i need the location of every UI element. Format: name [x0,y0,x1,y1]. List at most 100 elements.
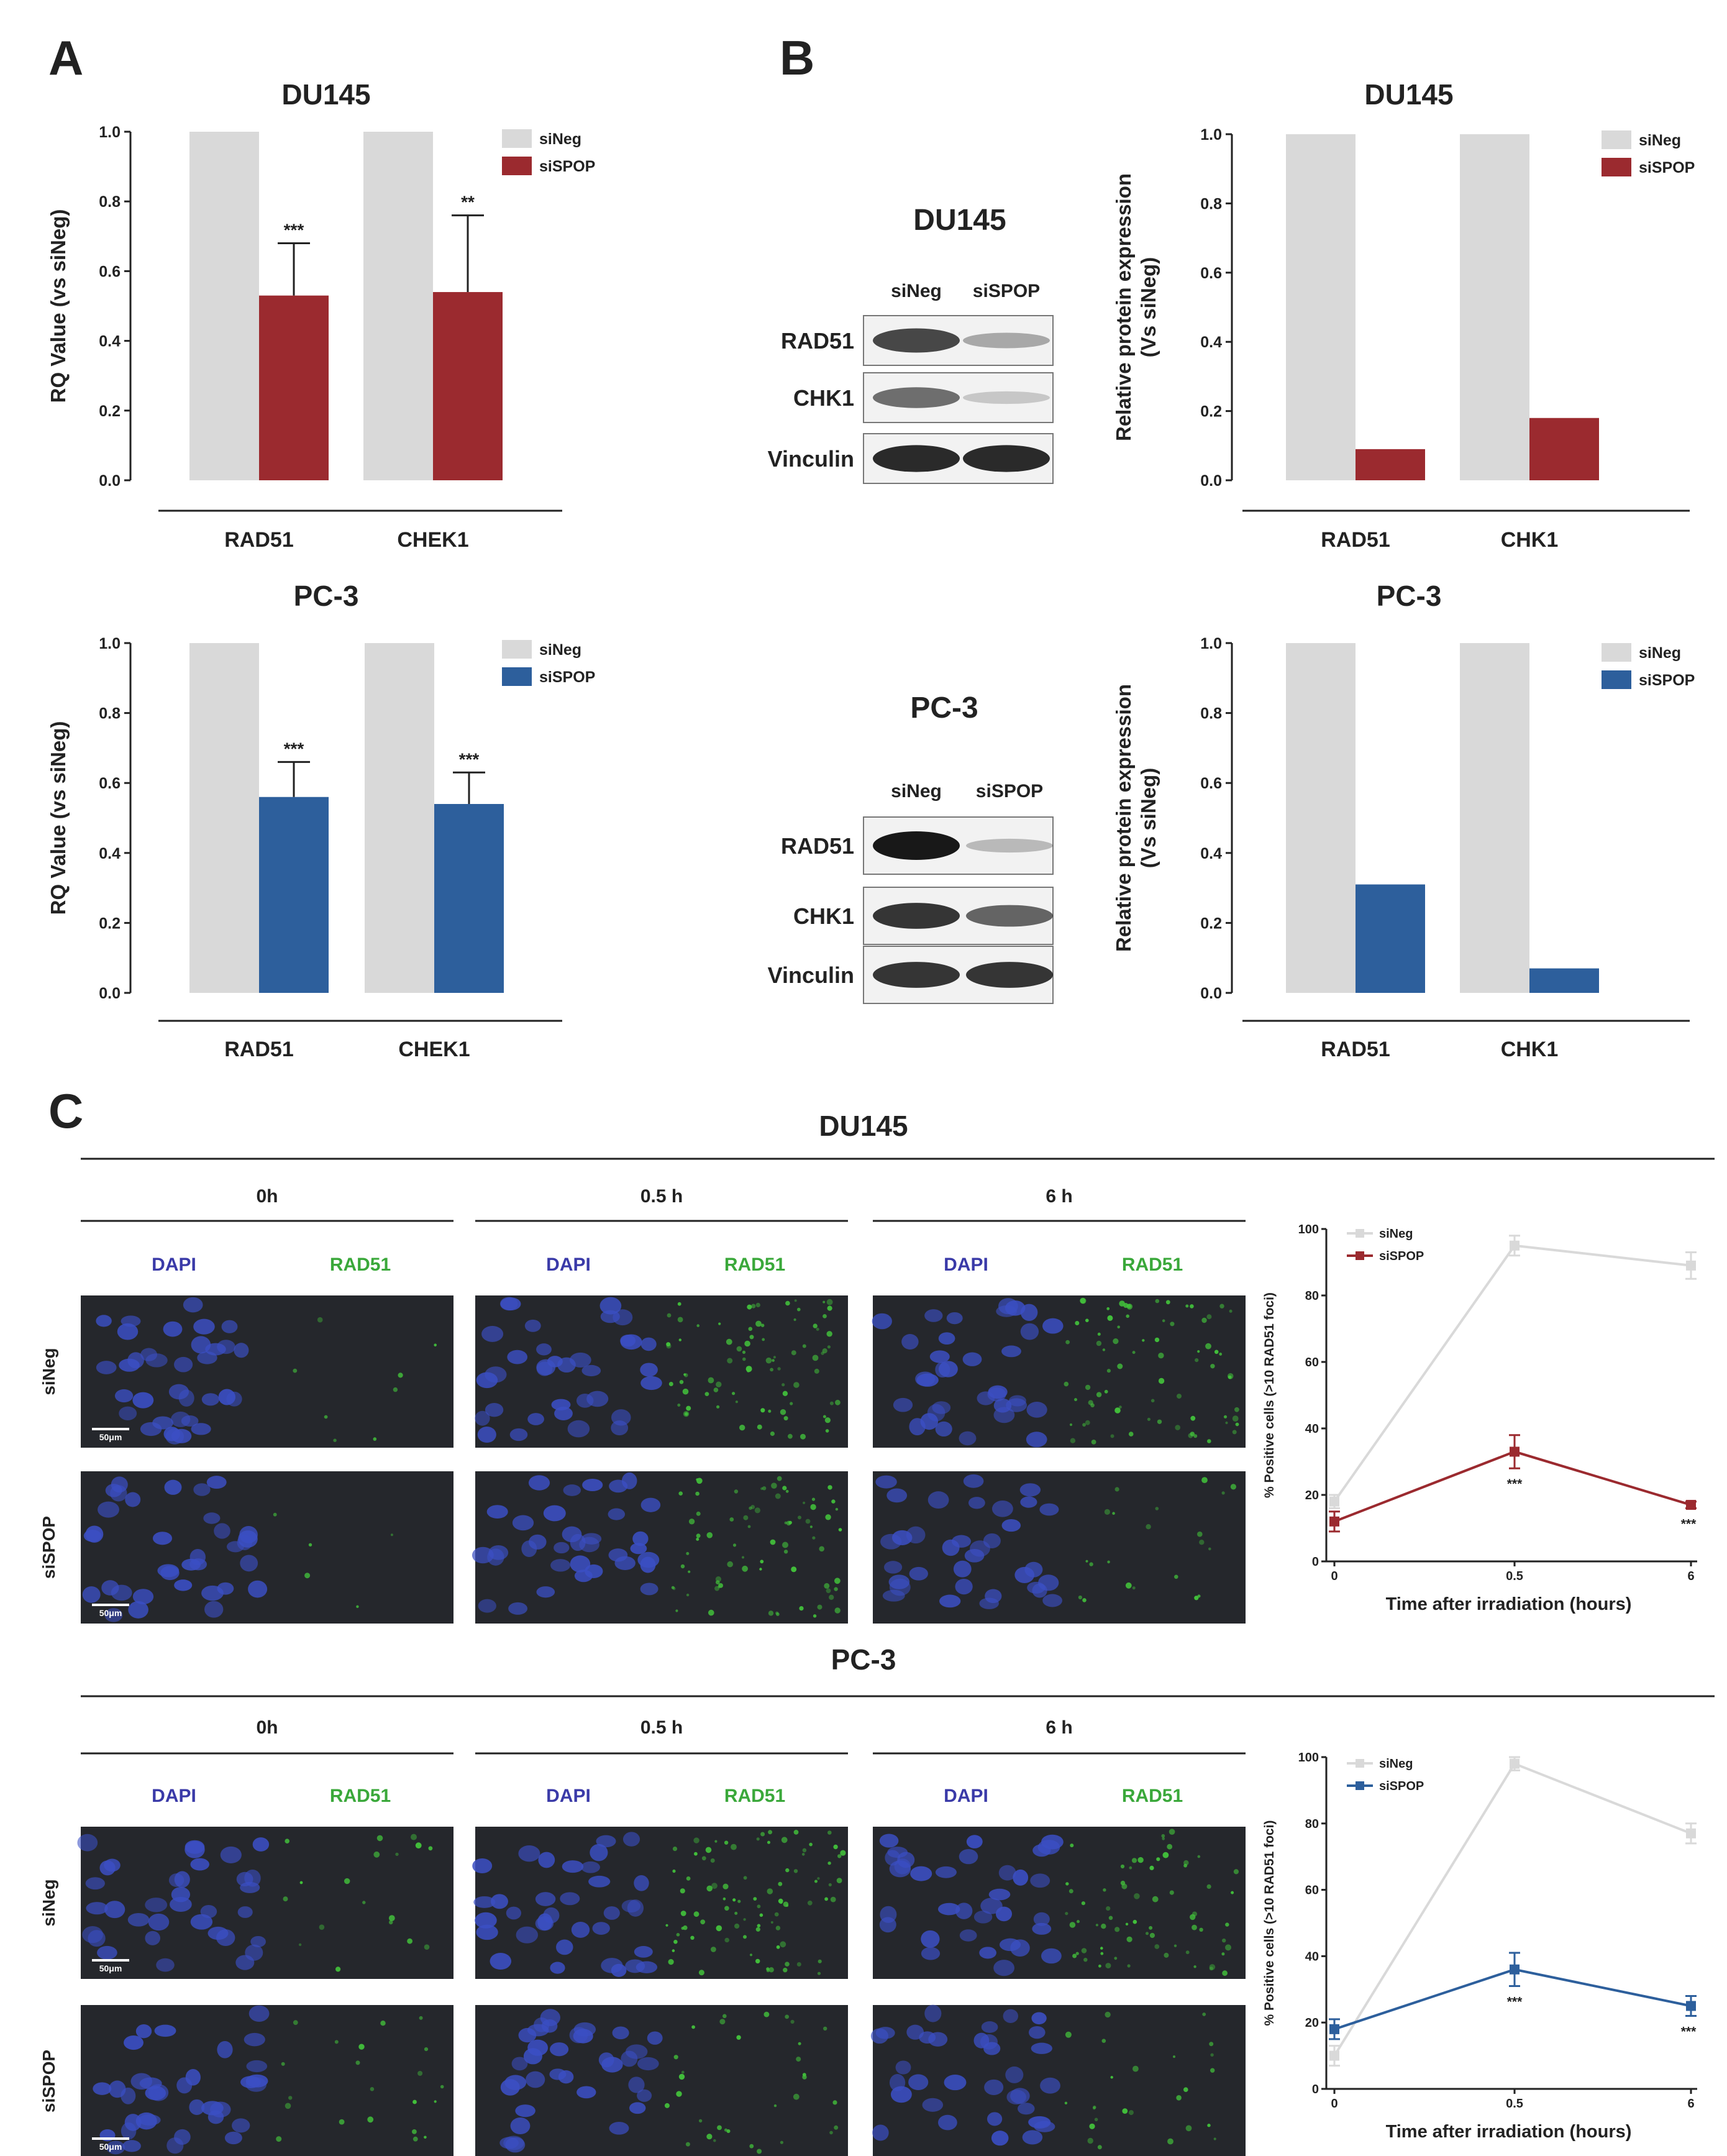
rad51-focus [1107,1315,1113,1321]
dapi-nucleus [171,1886,191,1902]
rad51-focus [1190,1415,1196,1421]
rad51-focus [718,1322,721,1325]
y-tick-label: 1.0 [99,635,121,652]
y-tick-label: 1.0 [99,124,121,141]
rad51-focus [683,1411,690,1417]
dapi-nucleus [185,2068,201,2086]
rad51-focus [679,1380,684,1384]
rad51-focus [718,1585,721,1589]
dapi-nucleus [1041,1948,1062,1964]
y-tick-label: 0.8 [99,193,121,211]
rad51-focus [1194,1596,1199,1601]
dapi-nucleus [929,1350,950,1363]
stain-label-rad51: RAD51 [1122,1254,1183,1275]
dapi-nucleus [938,1361,958,1377]
dapi-nucleus [135,2024,152,2039]
rad51-focus [393,1387,398,1392]
rad51-focus [1175,1425,1180,1430]
significance-marker: *** [1507,1994,1523,2009]
rad51-focus [701,1856,706,1861]
rad51-focus [434,1343,437,1347]
rad51-focus [760,1487,763,1491]
rad51-focus [797,1307,801,1312]
rad51-focus [835,1399,841,1405]
dapi-nucleus [901,1334,919,1350]
legend-swatch [1602,643,1631,662]
rad51-focus [344,1878,350,1884]
dapi-nucleus [1024,1561,1043,1578]
rad51-focus [809,1525,813,1528]
dapi-nucleus [104,1608,123,1622]
rad51-focus [1208,1547,1211,1551]
dapi-nucleus [910,1866,932,1881]
dapi-nucleus [99,1860,116,1876]
x-tick-label: 0 [1331,2097,1337,2111]
dapi-nucleus [201,1585,224,1601]
bar-sispop-rad51 [1356,884,1425,993]
rad51-focus [724,1937,729,1943]
rad51-focus [700,1919,706,1925]
rad51-focus [727,1561,733,1568]
rad51-focus [722,1897,726,1901]
rad51-focus [1106,1906,1111,1911]
rad51-focus [713,2139,716,2142]
dapi-nucleus [476,1924,498,1940]
rad51-focus [1117,1363,1123,1369]
dapi-nucleus [189,1558,207,1571]
dapi-nucleus [889,1860,911,1878]
rad51-focus [785,1489,789,1493]
rad51-focus [1126,1314,1129,1318]
rad51-focus [734,1923,740,1929]
bar-sineg-rad51 [1286,643,1356,993]
dapi-nucleus [964,1548,985,1563]
rad51-focus [1201,1477,1208,1484]
dapi-nucleus [581,1861,601,1873]
rad51-focus [782,1486,787,1491]
dapi-nucleus [83,1529,102,1542]
dapi-nucleus [543,1505,566,1522]
scale-bar-label: 50μm [99,1963,122,1973]
rad51-focus [1081,1948,1087,1953]
rad51-focus [780,2140,783,2144]
rad51-focus [281,2062,285,2066]
rad51-focus [749,1953,753,1957]
dapi-nucleus [117,1323,139,1340]
rad51-focus [683,1925,688,1930]
rad51-focus [829,1594,834,1600]
dapi-nucleus [1031,2012,1047,2025]
rad51-focus [308,1543,312,1546]
dapi-nucleus [174,1579,193,1591]
rad51-focus [1210,2053,1214,2057]
rad51-focus [680,1888,685,1894]
row-label: siNeg [39,1348,58,1395]
rad51-focus [710,1858,715,1863]
rad51-focus [742,1350,746,1354]
rad51-focus [335,1966,341,1972]
rad51-focus [1134,1893,1140,1899]
y-tick-label: 20 [1305,2016,1319,2030]
y-tick-label: 0.8 [1200,705,1222,723]
rad51-focus [1089,1562,1093,1566]
bar-sineg-chek1 [363,132,433,480]
rad51-focus [812,1354,819,1361]
rad51-focus [773,2104,777,2108]
western-blot-du145: DU145 siNeg siSPOP RAD51 CHK1 Vinculin [768,204,1054,484]
rad51-focus [779,1900,783,1904]
microscopy-title: PC-3 [831,1643,896,1676]
dapi-nucleus [1010,2088,1030,2104]
rad51-focus [672,1587,676,1591]
dapi-nucleus [185,1841,205,1858]
y-axis-label: Relative protein expression [1112,173,1135,441]
dapi-nucleus [1001,1345,1021,1358]
blot-band [963,391,1050,404]
blot-band [963,445,1050,472]
rad51-focus [677,1302,681,1306]
rad51-focus [785,1962,790,1966]
dapi-nucleus [983,2042,1001,2055]
dapi-nucleus [1028,2116,1050,2128]
dapi-nucleus [481,1325,504,1342]
rad51-focus [1185,2125,1192,2132]
dapi-nucleus [536,1343,552,1356]
timepoint-label: 0.5 h [640,1717,683,1738]
rad51-focus [1225,1922,1229,1927]
